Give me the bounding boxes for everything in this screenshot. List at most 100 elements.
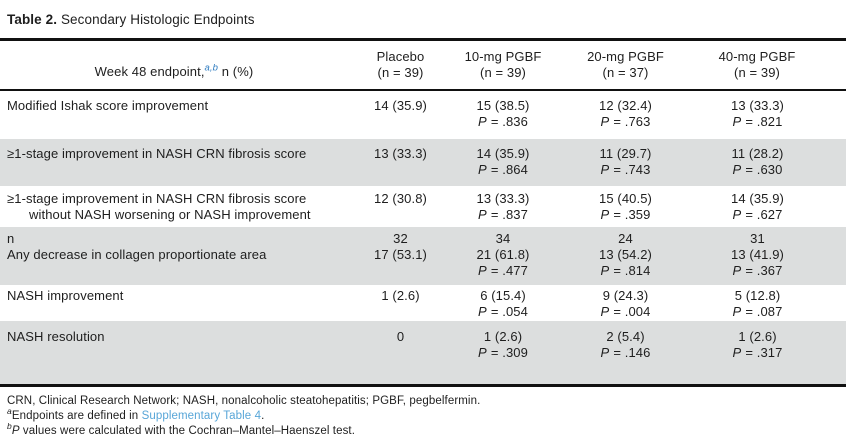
cell-value: 13 (54.2) — [599, 247, 652, 262]
p-value: P = .309 — [454, 345, 552, 361]
data-cell: 14 (35.9) — [348, 90, 453, 139]
p-symbol: P — [478, 207, 487, 222]
data-cell: 0 — [348, 321, 453, 386]
endpoint-label: NASH resolution — [0, 321, 348, 386]
p-symbol: P — [478, 263, 487, 278]
column-group-label: 40-mg PGBF — [718, 49, 796, 64]
p-value: P = .821 — [699, 114, 816, 130]
p-number: = .630 — [745, 162, 783, 177]
data-cell: 1 (2.6) — [348, 285, 453, 321]
p-symbol: P — [600, 263, 610, 278]
cell-n-value: 32 — [393, 231, 408, 246]
p-value: P = .367 — [699, 263, 816, 279]
secondary-histologic-endpoints-table: Week 48 endpoint,a,b n (%) Placebo (n = … — [0, 38, 846, 387]
table-row-modified-ishak: Modified Ishak score improvement 14 (35.… — [0, 90, 846, 139]
column-group-label: Placebo — [376, 49, 425, 64]
supplementary-table-4-link[interactable]: Supplementary Table 4 — [141, 410, 262, 422]
table-row-crn-fibrosis: ≥1-stage improvement in NASH CRN fibrosi… — [0, 139, 846, 186]
footnote-a: aEndpoints are defined in Supplementary … — [7, 407, 846, 424]
cell-value: 9 (24.3) — [602, 288, 649, 303]
p-number: = .367 — [745, 263, 783, 278]
table-row-nash-resolution: NASH resolution 0 1 (2.6) P = .309 2 (5.4… — [0, 321, 846, 386]
endpoint-label-text: NASH resolution — [7, 329, 105, 344]
cell-value: 12 (32.4) — [599, 98, 652, 113]
cell-value: 21 (61.8) — [476, 247, 530, 262]
cell-value: 15 (38.5) — [476, 98, 530, 113]
endpoint-label: ≥1-stage improvement in NASH CRN fibrosi… — [0, 186, 348, 227]
p-number: = .087 — [745, 304, 783, 319]
cell-value: 1 (2.6) — [483, 329, 523, 344]
endpoint-label-text: n — [7, 231, 15, 246]
p-value: P = .627 — [699, 207, 816, 223]
p-number: = .477 — [490, 263, 528, 278]
data-cell: 14 (35.9) P = .627 — [698, 186, 846, 227]
header-10mg-column: 10-mg PGBF (n = 39) — [453, 39, 553, 91]
p-value: P = .743 — [554, 162, 697, 178]
header-endpoint-unit: n (%) — [218, 64, 254, 79]
p-number: = .864 — [490, 162, 528, 177]
column-n-label: (n = 39) — [377, 65, 424, 80]
cell-value: 1 (2.6) — [381, 288, 420, 303]
endpoint-label-text: Modified Ishak score improvement — [7, 98, 209, 113]
endpoint-label: n Any decrease in collagen proportionate… — [0, 227, 348, 285]
data-cell: 1 (2.6) P = .309 — [453, 321, 553, 386]
footnote-abbreviations: CRN, Clinical Research Network; NASH, no… — [7, 395, 481, 407]
p-value: P = .630 — [699, 162, 816, 178]
p-value: P = .087 — [699, 304, 816, 320]
footnote-b: bP values were calculated with the Cochr… — [7, 422, 846, 439]
p-value: P = .814 — [554, 263, 697, 279]
data-cell: 12 (30.8) — [348, 186, 453, 227]
cell-value: 12 (30.8) — [374, 191, 427, 206]
data-cell: 13 (33.3) P = .821 — [698, 90, 846, 139]
p-symbol: P — [600, 114, 610, 129]
cell-value: 14 (35.9) — [374, 98, 427, 113]
header-placebo-column: Placebo (n = 39) — [348, 39, 453, 91]
header-endpoint-column: Week 48 endpoint,a,b n (%) — [0, 39, 348, 91]
endpoint-label: Modified Ishak score improvement — [0, 90, 348, 139]
table-number: Table 2. — [7, 12, 58, 27]
p-number: = .146 — [613, 345, 651, 360]
data-cell: 24 13 (54.2) P = .814 — [553, 227, 698, 285]
table-row-nash-improvement: NASH improvement 1 (2.6) 6 (15.4) P = .05… — [0, 285, 846, 321]
p-number: = .837 — [490, 207, 528, 222]
table-caption: Secondary Histologic Endpoints — [60, 12, 255, 27]
p-symbol: P — [478, 304, 487, 319]
p-value: P = .837 — [454, 207, 552, 223]
endpoint-label: NASH improvement — [0, 285, 348, 321]
p-value: P = .359 — [554, 207, 697, 223]
p-value: P = .317 — [699, 345, 816, 361]
table-row-collagen-area: n Any decrease in collagen proportionate… — [0, 227, 846, 285]
p-number: = .743 — [613, 162, 651, 177]
p-value: P = .836 — [454, 114, 552, 130]
p-symbol: P — [732, 304, 742, 319]
data-cell: 15 (40.5) P = .359 — [553, 186, 698, 227]
p-symbol: P — [732, 263, 742, 278]
p-number: = .317 — [745, 345, 783, 360]
data-cell: 5 (12.8) P = .087 — [698, 285, 846, 321]
data-cell: 13 (33.3) P = .837 — [453, 186, 553, 227]
cell-value: 6 (15.4) — [480, 288, 526, 303]
header-endpoint-text: Week 48 endpoint, — [94, 64, 205, 79]
p-symbol: P — [478, 114, 487, 129]
data-cell: 2 (5.4) P = .146 — [553, 321, 698, 386]
p-symbol: P — [600, 162, 610, 177]
data-cell: 12 (32.4) P = .763 — [553, 90, 698, 139]
cell-value: 0 — [396, 329, 405, 344]
p-symbol: P — [732, 207, 742, 222]
data-cell: 34 21 (61.8) P = .477 — [453, 227, 553, 285]
endpoint-label-text: NASH improvement — [7, 288, 124, 303]
data-cell: 6 (15.4) P = .054 — [453, 285, 553, 321]
cell-value: 11 (28.2) — [731, 146, 784, 161]
p-symbol: P — [732, 345, 742, 360]
cell-value: 11 (29.7) — [599, 146, 652, 161]
table-title: Table 2. Secondary Histologic Endpoints — [0, 11, 846, 28]
p-value: P = .864 — [454, 162, 552, 178]
column-n-label: (n = 39) — [734, 65, 780, 80]
data-cell: 15 (38.5) P = .836 — [453, 90, 553, 139]
cell-value: 1 (2.6) — [738, 329, 777, 344]
p-value: P = .004 — [554, 304, 697, 320]
cell-n-value: 34 — [495, 231, 511, 246]
data-cell: 9 (24.3) P = .004 — [553, 285, 698, 321]
p-value: P = .054 — [454, 304, 552, 320]
